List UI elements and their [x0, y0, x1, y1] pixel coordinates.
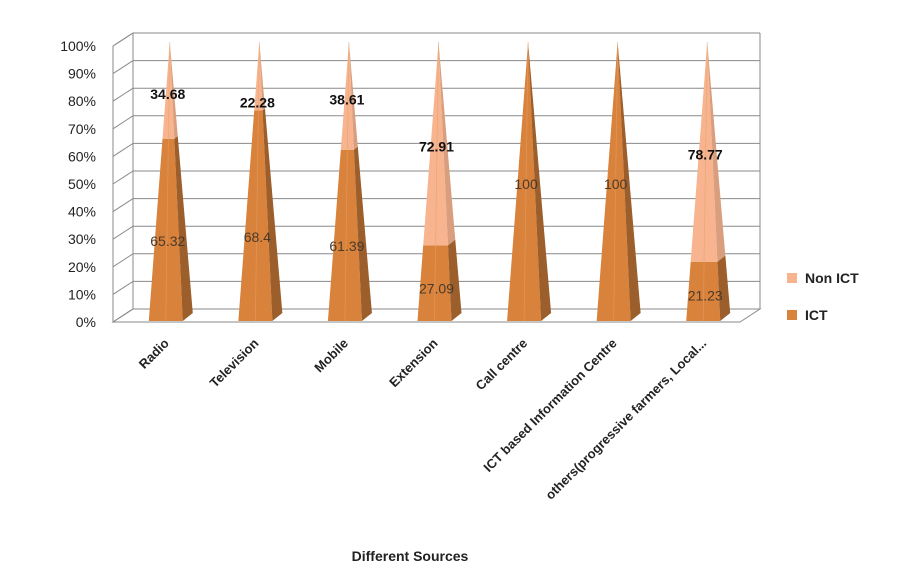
y-tick-label: 40%	[68, 204, 96, 220]
bar-ict-side	[528, 42, 552, 321]
bar-ridge	[523, 41, 529, 322]
bar-ict	[238, 110, 273, 321]
legend-swatch-non-ict	[787, 273, 797, 283]
bar-group	[238, 41, 283, 322]
bar-ict-side	[353, 146, 372, 321]
bar-non-ict-side	[707, 42, 726, 262]
data-label-ict: 65.32	[150, 233, 185, 249]
bar-non-ict-side	[438, 42, 456, 246]
bar-non-ict	[340, 42, 354, 150]
gridline-diag	[112, 280, 134, 295]
x-tick-label: Call centre	[473, 336, 531, 394]
bar-group	[327, 41, 372, 322]
gridline-diag	[112, 32, 134, 47]
x-tick-label: Extension	[386, 335, 441, 390]
bar-ict-side	[447, 239, 462, 321]
bar-ict-side	[717, 255, 731, 321]
gridline-diag	[112, 115, 134, 130]
x-axis-title: Different Sources	[352, 548, 469, 564]
x-tick-label: Television	[207, 335, 262, 390]
bar-non-ict	[423, 42, 448, 246]
y-tick-label: 20%	[68, 259, 96, 275]
bar-group	[148, 41, 193, 322]
bars	[148, 41, 731, 322]
bar-non-ict	[162, 42, 175, 139]
bar-ict-side	[262, 108, 283, 321]
data-label-non-ict: 34.68	[150, 86, 185, 102]
bar-group	[417, 41, 462, 322]
bar-ridge	[613, 41, 619, 322]
data-label-non-ict: 72.91	[419, 139, 454, 155]
bar-non-ict-side	[259, 42, 266, 111]
bar-group	[507, 41, 552, 322]
data-label-ict: 61.39	[329, 238, 364, 254]
y-tick-label: 80%	[68, 93, 96, 109]
bar-ridge	[254, 41, 260, 322]
bar-ict	[686, 261, 721, 321]
data-label-non-ict: 78.77	[688, 147, 723, 163]
gridline-diag	[112, 308, 134, 323]
bar-ict	[596, 42, 631, 321]
gridline-diag	[112, 198, 134, 213]
bar-ict	[148, 138, 183, 321]
bar-ridge	[344, 41, 350, 322]
bar-ict	[327, 149, 362, 321]
bar-non-ict-side	[348, 42, 358, 150]
y-tick-label: 30%	[68, 231, 96, 247]
legend: Non ICT ICT	[787, 270, 859, 323]
data-label-ict: 68.4	[244, 229, 271, 245]
y-tick-label: 70%	[68, 121, 96, 137]
y-tick-label: 50%	[68, 176, 96, 192]
gridline-diag	[112, 253, 134, 268]
data-label-non-ict: 22.28	[240, 94, 275, 110]
x-tick-label: Mobile	[311, 336, 351, 376]
data-labels: 65.32 34.68 68.4 22.28 61.39 38.61 27.09 72.91 1…	[150, 86, 723, 304]
y-tick-label: 100%	[60, 38, 96, 54]
bar-ridge	[434, 41, 439, 322]
bar-ict	[507, 42, 542, 321]
bar-group	[686, 41, 731, 322]
data-label-ict: 27.09	[419, 280, 454, 296]
bar-ict	[417, 245, 452, 321]
bar-non-ict	[690, 42, 718, 262]
legend-label-non-ict: Non ICT	[805, 270, 859, 286]
data-label-ict: 100	[514, 176, 538, 192]
bar-ridge	[165, 41, 171, 322]
bar-ict-side	[617, 42, 641, 321]
y-tick-label: 60%	[68, 148, 96, 164]
gridline-diag	[112, 60, 134, 75]
x-tick-label: others(progressive farmers, Local...	[542, 336, 709, 503]
y-tick-label: 0%	[76, 314, 96, 330]
gridline-diag	[112, 225, 134, 240]
bar-ict-side	[174, 135, 193, 321]
bar-non-ict	[254, 42, 263, 111]
y-tick-label: 90%	[68, 66, 96, 82]
data-label-ict: 100	[604, 176, 628, 192]
gridline-diag	[112, 87, 134, 102]
data-label-ict: 21.23	[688, 288, 723, 304]
x-tick-label: Radio	[136, 335, 172, 371]
y-tick-label: 10%	[68, 286, 96, 302]
data-label-non-ict: 38.61	[329, 91, 364, 107]
legend-swatch-ict	[787, 310, 797, 320]
gridline-diag	[112, 170, 134, 185]
bar-non-ict-side	[169, 42, 178, 139]
bar-group	[596, 41, 641, 322]
bar-ridge	[702, 41, 708, 322]
legend-label-ict: ICT	[805, 307, 828, 323]
x-axis-categories: Radio Television Mobile Extension Call centr…	[136, 335, 710, 502]
y-axis-ticks: 0% 10% 20% 30% 40% 50% 60% 70% 80% 90% 100%	[60, 38, 96, 330]
gridline-diag	[112, 142, 134, 157]
